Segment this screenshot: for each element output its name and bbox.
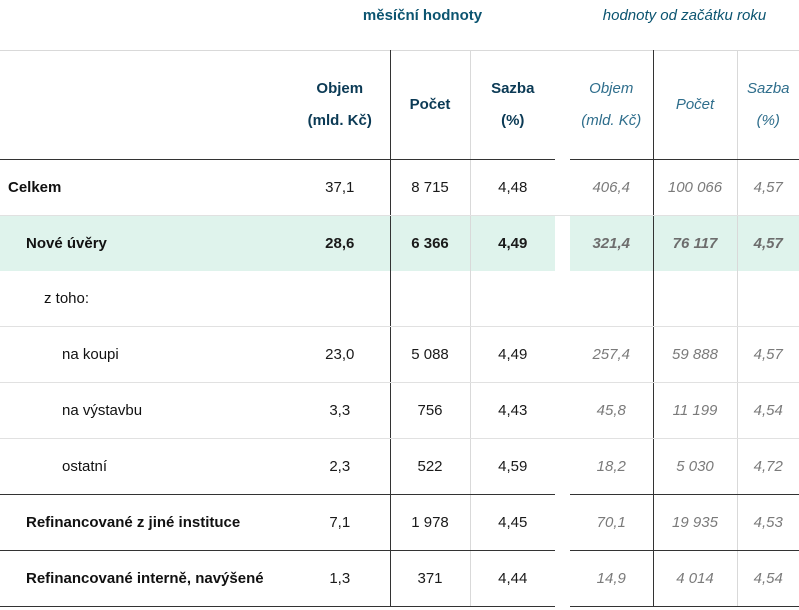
header-monthly-volume: Objem (mld. Kč) <box>290 50 391 160</box>
row-label: Celkem <box>0 159 290 216</box>
cell-monthly-count: 756 <box>390 382 471 439</box>
table-row-of-which: z toho: <box>0 271 799 327</box>
cell-ytd-rate: 4,54 <box>737 382 799 439</box>
cell-monthly-rate: 4,48 <box>470 159 555 216</box>
cell-ytd-volume: 14,9 <box>570 550 654 607</box>
cell-monthly-count: 522 <box>390 438 471 495</box>
cell-ytd-rate: 4,57 <box>737 215 799 271</box>
table-row-refinanced-external: Refinancované z jiné instituce 7,1 1 978… <box>0 494 799 551</box>
cell-ytd-count: 11 199 <box>653 382 738 439</box>
table-row-new-loans: Nové úvěry 28,6 6 366 4,49 321,4 76 117 … <box>0 215 799 271</box>
cell-monthly-rate: 4,49 <box>470 215 555 271</box>
cell-monthly-count: 5 088 <box>390 326 471 383</box>
cell-ytd-rate: 4,72 <box>737 438 799 495</box>
cell-monthly-volume: 3,3 <box>290 382 391 439</box>
column-gap <box>555 215 570 271</box>
cell-monthly-rate: 4,59 <box>470 438 555 495</box>
table-row-purchase: na koupi 23,0 5 088 4,49 257,4 59 888 4,… <box>0 326 799 383</box>
cell-ytd-count: 4 014 <box>653 550 738 607</box>
column-gap <box>555 438 570 495</box>
cell-ytd-volume: 406,4 <box>570 159 654 216</box>
cell-ytd-rate: 4,53 <box>737 494 799 551</box>
header-ytd-count: Počet <box>653 50 738 160</box>
header-monthly-rate: Sazba (%) <box>470 50 555 160</box>
cell-ytd-rate: 4,54 <box>737 550 799 607</box>
row-label: Refinancované interně, navýšené <box>0 550 290 607</box>
column-gap <box>555 382 570 439</box>
cell-ytd-rate: 4,57 <box>737 326 799 383</box>
header-monthly-count: Počet <box>390 50 471 160</box>
header-ytd-rate: Sazba (%) <box>737 50 799 160</box>
cell-ytd-rate: 4,57 <box>737 159 799 216</box>
column-gap <box>555 494 570 551</box>
cell-monthly-count: 8 715 <box>390 159 471 216</box>
cell-monthly-rate: 4,45 <box>470 494 555 551</box>
cell-ytd-count: 5 030 <box>653 438 738 495</box>
header-ytd-volume: Objem (mld. Kč) <box>570 50 654 160</box>
cell-monthly-volume: 28,6 <box>290 215 391 271</box>
table-row-construction: na výstavbu 3,3 756 4,43 45,8 11 199 4,5… <box>0 382 799 439</box>
row-label: Refinancované z jiné instituce <box>0 494 290 551</box>
cell-monthly-volume <box>290 271 391 327</box>
cell-ytd-count: 19 935 <box>653 494 738 551</box>
cell-monthly-volume: 37,1 <box>290 159 391 216</box>
mortgage-statistics-table: Objem (mld. Kč) Počet Sazba (%) Objem (m… <box>0 50 799 607</box>
row-label: na výstavbu <box>0 382 290 439</box>
cell-monthly-volume: 1,3 <box>290 550 391 607</box>
cell-ytd-volume: 45,8 <box>570 382 654 439</box>
cell-monthly-volume: 2,3 <box>290 438 391 495</box>
column-gap <box>555 159 570 216</box>
table-row-other: ostatní 2,3 522 4,59 18,2 5 030 4,72 <box>0 438 799 495</box>
group-header-monthly: měsíční hodnoty <box>362 7 483 24</box>
cell-monthly-volume: 7,1 <box>290 494 391 551</box>
row-label: Nové úvěry <box>0 215 290 271</box>
cell-monthly-volume: 23,0 <box>290 326 391 383</box>
cell-monthly-count <box>390 271 471 327</box>
column-gap <box>555 326 570 383</box>
header-label-column <box>0 50 290 160</box>
cell-ytd-volume: 321,4 <box>570 215 654 271</box>
cell-ytd-count: 59 888 <box>653 326 738 383</box>
cell-monthly-count: 1 978 <box>390 494 471 551</box>
row-label: z toho: <box>0 271 290 327</box>
cell-ytd-volume: 257,4 <box>570 326 654 383</box>
row-label: ostatní <box>0 438 290 495</box>
column-gap <box>555 50 570 160</box>
column-gap <box>555 271 570 327</box>
group-header-year-to-date: hodnoty od začátku roku <box>602 7 767 24</box>
cell-ytd-count <box>653 271 738 327</box>
table-row-refinanced-internal: Refinancované interně, navýšené 1,3 371 … <box>0 550 799 607</box>
cell-monthly-count: 6 366 <box>390 215 471 271</box>
cell-ytd-count: 100 066 <box>653 159 738 216</box>
cell-ytd-volume <box>570 271 654 327</box>
cell-ytd-volume: 70,1 <box>570 494 654 551</box>
cell-monthly-count: 371 <box>390 550 471 607</box>
cell-monthly-rate <box>470 271 555 327</box>
cell-monthly-rate: 4,43 <box>470 382 555 439</box>
cell-monthly-rate: 4,44 <box>470 550 555 607</box>
table-row-total: Celkem 37,1 8 715 4,48 406,4 100 066 4,5… <box>0 159 799 216</box>
cell-ytd-volume: 18,2 <box>570 438 654 495</box>
row-label: na koupi <box>0 326 290 383</box>
column-gap <box>555 550 570 607</box>
cell-ytd-count: 76 117 <box>653 215 738 271</box>
cell-monthly-rate: 4,49 <box>470 326 555 383</box>
cell-ytd-rate <box>737 271 799 327</box>
